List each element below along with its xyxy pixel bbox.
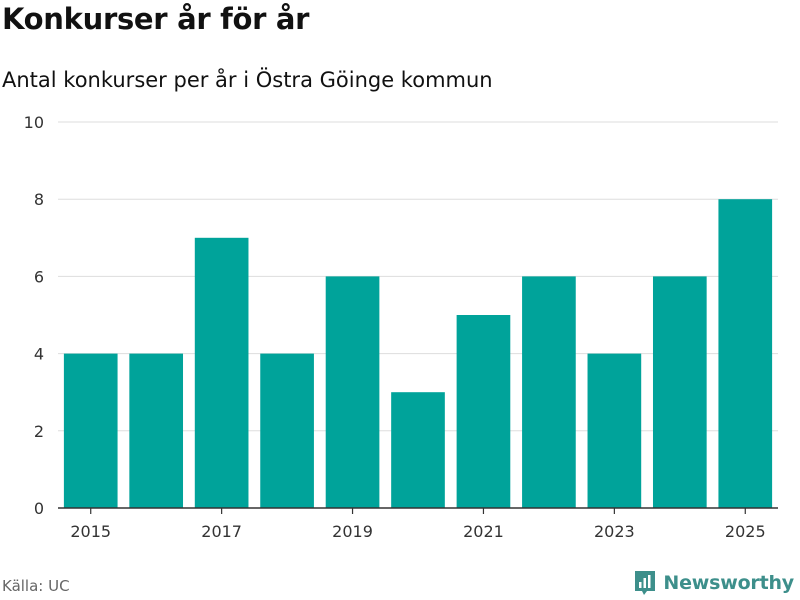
bar-chart: 0 2 4 6 8 10 2015 2017 2019 2021 2023 2025 — [24, 113, 778, 541]
x-tick-label-2021: 2021 — [463, 522, 504, 541]
x-tick-label-2015: 2015 — [70, 522, 111, 541]
bar-2018 — [260, 353, 314, 508]
y-tick-label-10: 10 — [24, 113, 44, 132]
x-axis-ticks: 2015 2017 2019 2021 2023 2025 — [70, 508, 766, 541]
newsworthy-logo-icon — [635, 571, 656, 595]
source-note: Källa: UC — [2, 577, 70, 595]
bar-2020 — [391, 392, 445, 508]
bar-2017 — [194, 237, 249, 509]
y-axis-ticks: 0 2 4 6 8 10 — [24, 113, 44, 518]
bar-2022 — [522, 276, 576, 508]
x-tick-label-2025: 2025 — [725, 522, 766, 541]
brand-name: Newsworthy — [663, 572, 794, 594]
y-tick-label-8: 8 — [34, 190, 44, 209]
chart-title: Konkurser år för år — [2, 2, 310, 36]
y-tick-label-2: 2 — [34, 422, 44, 441]
y-tick-label-4: 4 — [34, 345, 44, 364]
bar-2021 — [456, 315, 511, 508]
bar-2024 — [652, 276, 707, 508]
x-tick-label-2019: 2019 — [332, 522, 373, 541]
bar-2019 — [325, 276, 380, 508]
bar-2023 — [587, 353, 642, 508]
chart-subtitle: Antal konkurser per år i Östra Göinge ko… — [2, 68, 493, 92]
bars — [63, 199, 773, 509]
x-tick-label-2017: 2017 — [201, 522, 242, 541]
y-tick-label-0: 0 — [34, 499, 44, 518]
brand: Newsworthy — [633, 570, 794, 596]
bar-2016 — [129, 353, 184, 508]
bar-2015 — [63, 353, 118, 508]
x-tick-label-2023: 2023 — [594, 522, 635, 541]
bar-2025 — [718, 199, 773, 508]
y-tick-label-6: 6 — [34, 267, 44, 286]
